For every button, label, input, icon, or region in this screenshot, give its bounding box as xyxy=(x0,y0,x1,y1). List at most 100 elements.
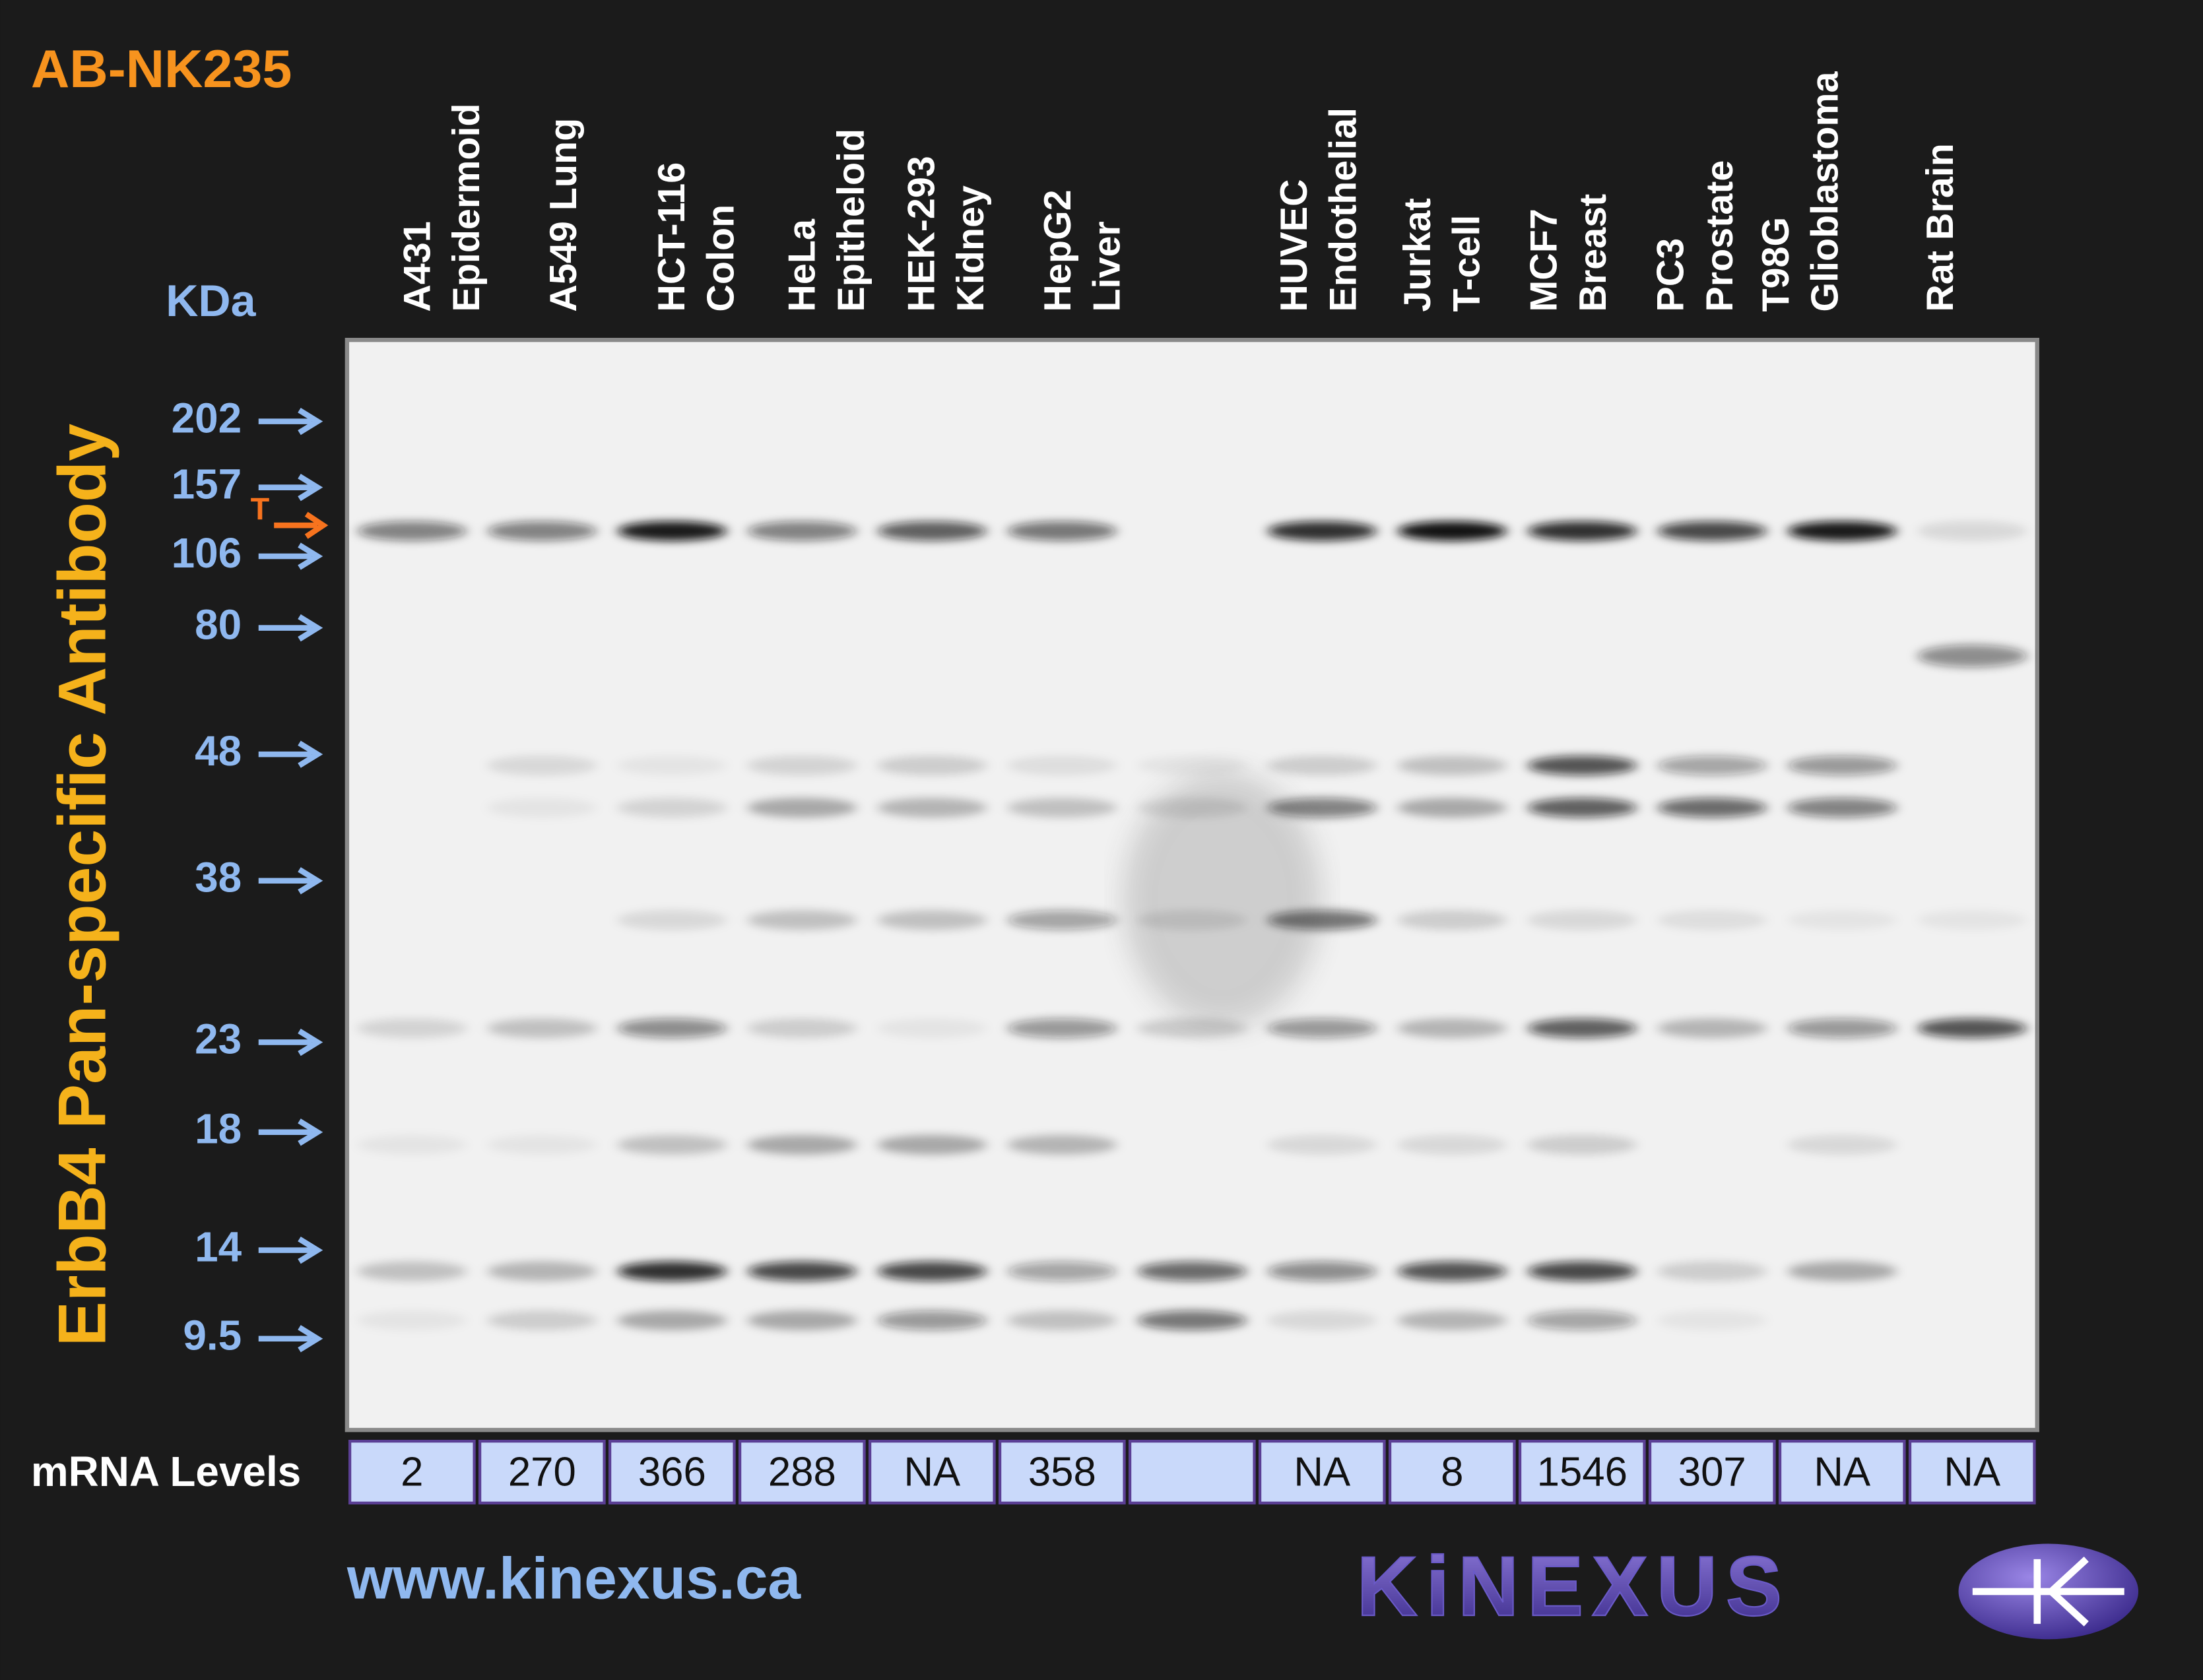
band xyxy=(617,521,727,541)
lane-label: A431 xyxy=(396,221,438,311)
lane-label: HEK-293 xyxy=(901,156,943,311)
band xyxy=(1917,645,2027,668)
lane-label: Colon xyxy=(700,205,742,312)
band xyxy=(1657,1310,1767,1330)
band xyxy=(1267,798,1377,818)
smear xyxy=(1124,772,1321,1025)
target-arrow xyxy=(274,511,329,539)
band xyxy=(1267,521,1377,541)
band xyxy=(1787,1261,1897,1281)
logo-mark xyxy=(1958,1543,2139,1640)
band xyxy=(1657,798,1767,818)
mrna-value: 307 xyxy=(1678,1450,1746,1495)
mrna-value: 2 xyxy=(401,1450,423,1495)
mrna-box xyxy=(1128,1439,1256,1504)
band xyxy=(357,1135,467,1155)
mrna-box xyxy=(738,1439,866,1504)
band xyxy=(487,1135,597,1155)
band xyxy=(357,521,467,541)
lane-label: HUVEC xyxy=(1273,179,1315,311)
band xyxy=(1917,910,2027,930)
mrna-value: NA xyxy=(1814,1450,1871,1495)
band xyxy=(1787,798,1897,818)
marker-label: 38 xyxy=(195,854,242,901)
band xyxy=(1007,1261,1117,1281)
marker-label: 202 xyxy=(172,395,242,442)
band xyxy=(1657,1261,1767,1281)
lane-label: Glioblastoma xyxy=(1804,71,1846,312)
band xyxy=(1527,1018,1637,1039)
band xyxy=(1007,1310,1117,1330)
band xyxy=(1657,756,1767,776)
marker-arrow xyxy=(258,614,323,642)
band xyxy=(877,910,987,930)
band xyxy=(617,756,727,776)
bands xyxy=(357,521,2027,1330)
mrna-value: 366 xyxy=(638,1450,706,1495)
target-marker: T xyxy=(251,492,270,527)
band xyxy=(747,1018,857,1039)
marker-label: 157 xyxy=(172,461,242,508)
mrna-value: NA xyxy=(904,1450,961,1495)
marker-arrow xyxy=(258,474,323,501)
marker-arrow xyxy=(258,1118,323,1146)
band xyxy=(1787,1135,1897,1155)
mrna-box xyxy=(1258,1439,1386,1504)
lane-label: Endothelial xyxy=(1322,108,1364,312)
band xyxy=(617,1310,727,1330)
band xyxy=(487,1310,597,1330)
band xyxy=(1527,756,1637,776)
marker-label: 106 xyxy=(172,529,242,577)
mrna-box xyxy=(608,1439,736,1504)
lane-label: Rat Brain xyxy=(1919,143,1961,311)
band xyxy=(1397,798,1507,818)
mrna-value: 270 xyxy=(508,1450,576,1495)
band xyxy=(1267,1261,1377,1281)
product-code: AB-NK235 xyxy=(31,40,292,99)
band xyxy=(1527,1135,1637,1155)
mrna-box xyxy=(478,1439,606,1504)
band xyxy=(617,1135,727,1155)
marker-arrow xyxy=(258,1236,323,1264)
band xyxy=(1137,1310,1247,1330)
band xyxy=(1137,756,1247,776)
band xyxy=(1267,1135,1377,1155)
lane-label: Liver xyxy=(1086,221,1129,311)
band xyxy=(1917,521,2027,541)
marker-label: 14 xyxy=(195,1223,242,1270)
band xyxy=(1397,1018,1507,1039)
band xyxy=(747,798,857,818)
marker-label: 80 xyxy=(195,600,242,648)
band xyxy=(1267,1310,1377,1330)
lane-label: Jurkat xyxy=(1397,198,1439,312)
mrna-value: NA xyxy=(1294,1450,1351,1495)
band xyxy=(1397,1310,1507,1330)
lane-label: Epitheloid xyxy=(830,129,872,312)
website: www.kinexus.ca xyxy=(346,1545,802,1611)
logo: KiNEXUS xyxy=(1357,1539,1791,1634)
band xyxy=(1527,798,1637,818)
band xyxy=(617,1261,727,1281)
band xyxy=(487,1261,597,1281)
mrna-box xyxy=(1388,1439,1516,1504)
mrna-box xyxy=(1908,1439,2036,1504)
band xyxy=(747,1310,857,1330)
mrna-value: NA xyxy=(1944,1450,2001,1495)
band xyxy=(1267,756,1377,776)
band xyxy=(747,910,857,930)
band xyxy=(1657,1018,1767,1039)
band xyxy=(1787,521,1897,541)
band xyxy=(487,1018,597,1039)
lane-label: MCF7 xyxy=(1523,209,1565,311)
band xyxy=(877,521,987,541)
band xyxy=(357,1261,467,1281)
band xyxy=(487,798,597,818)
band xyxy=(1657,521,1767,541)
marker-arrow xyxy=(258,1028,323,1056)
band xyxy=(1007,1135,1117,1155)
lane-label: Kidney xyxy=(950,185,992,312)
band xyxy=(747,1135,857,1155)
band xyxy=(1527,1261,1637,1281)
marker-arrow xyxy=(258,407,323,436)
